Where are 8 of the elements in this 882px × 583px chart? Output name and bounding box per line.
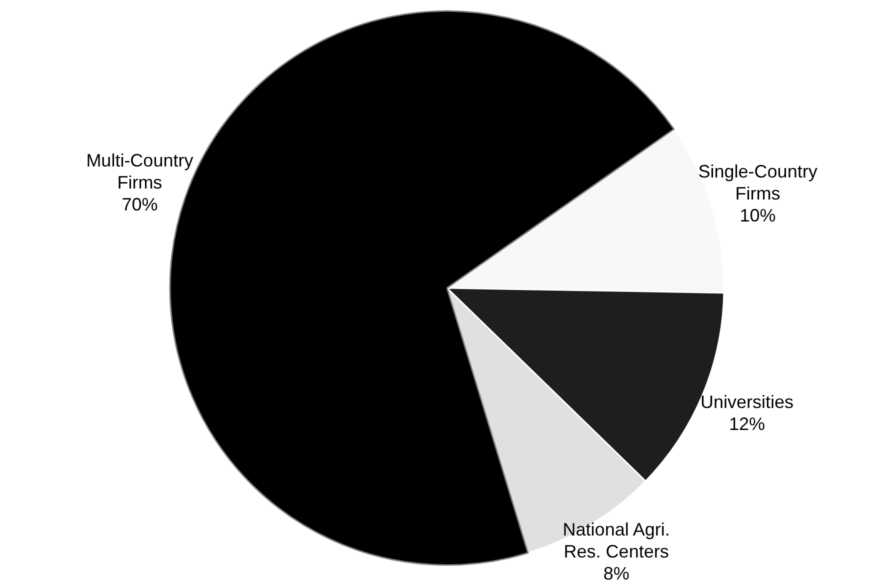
- slice-label: Universities: [700, 392, 794, 412]
- data-label: 8%: [603, 563, 630, 583]
- slice-label: Single-Country Firms: [698, 161, 818, 204]
- data-label: 10%: [740, 205, 776, 226]
- slice-label: National Agri. Res. Centers: [562, 519, 670, 562]
- slice-label: Multi-Country Firms: [86, 150, 194, 192]
- data-label: 12%: [729, 414, 766, 434]
- data-label: 70%: [122, 194, 158, 214]
